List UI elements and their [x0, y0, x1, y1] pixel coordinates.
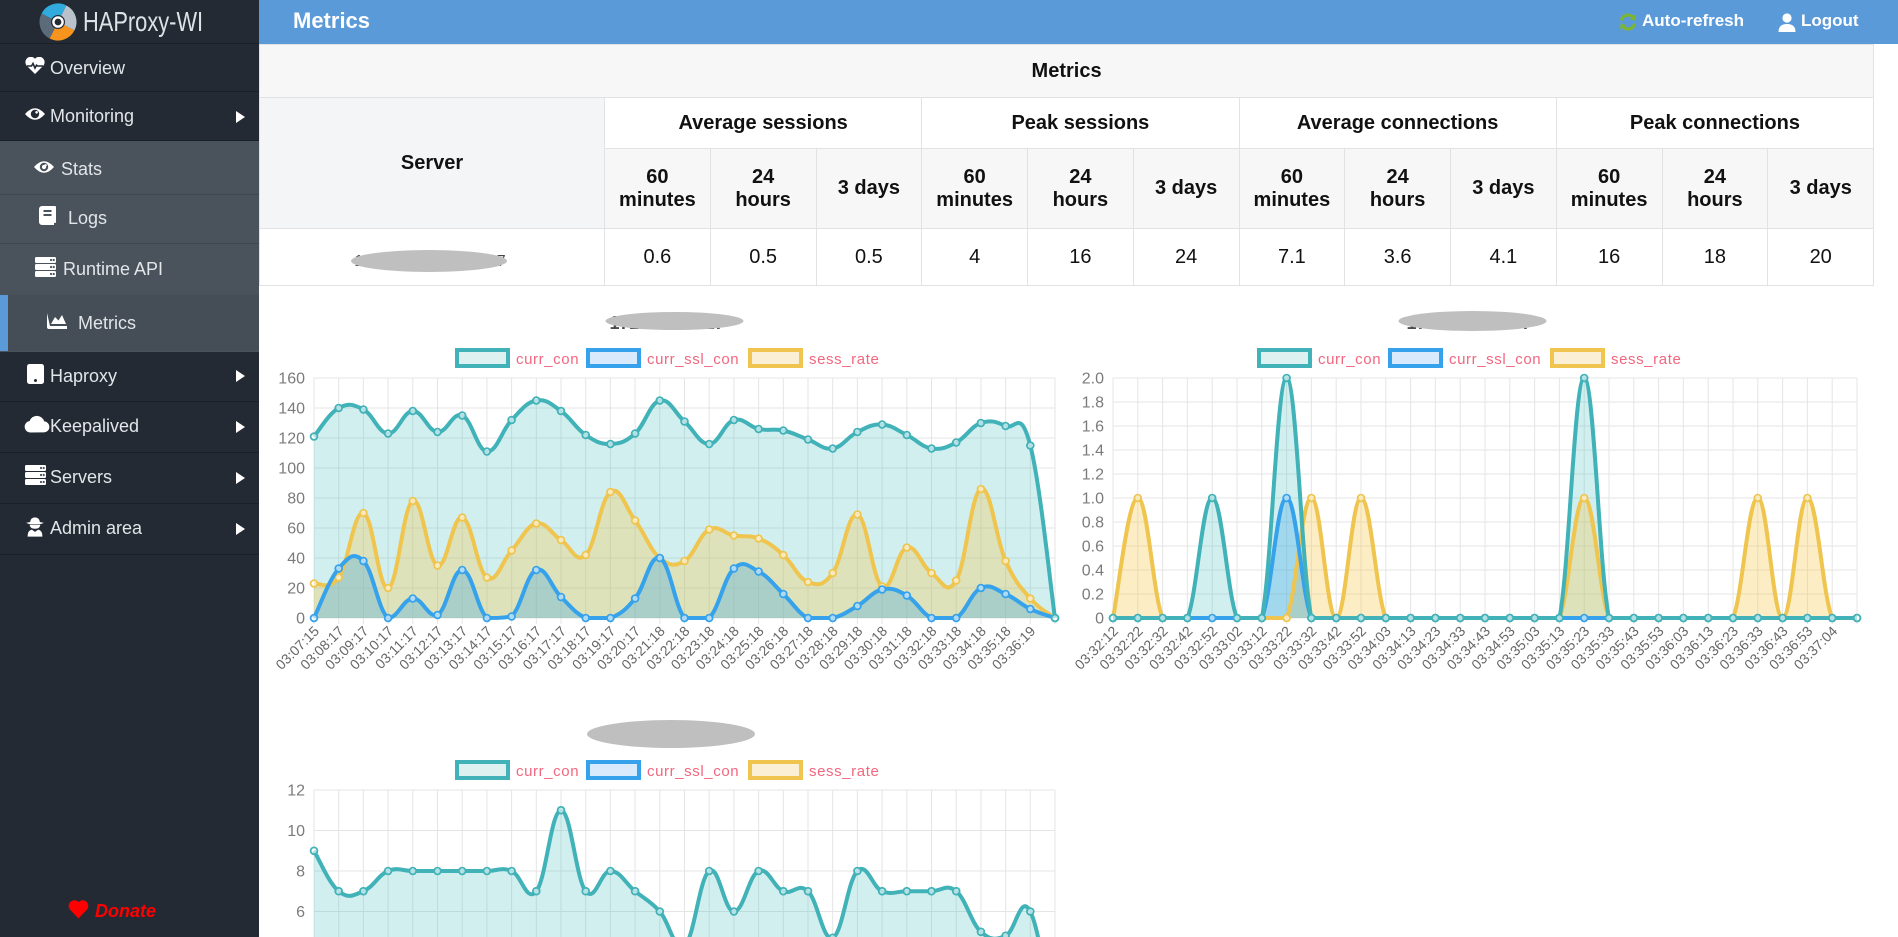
- svg-text:10: 10: [287, 823, 305, 840]
- svg-text:0: 0: [1095, 611, 1104, 628]
- svg-text:140: 140: [278, 401, 305, 418]
- svg-text:curr_con: curr_con: [1318, 351, 1381, 368]
- svg-text:120: 120: [278, 431, 305, 448]
- svg-text:curr_ssl_con: curr_ssl_con: [1449, 351, 1541, 368]
- svg-text:40: 40: [287, 551, 305, 568]
- svg-text:1.4: 1.4: [1082, 443, 1104, 460]
- svg-text:1.0: 1.0: [1082, 491, 1104, 508]
- svg-text:1.8: 1.8: [1082, 395, 1104, 412]
- svg-text:curr_con: curr_con: [516, 763, 579, 780]
- svg-text:2.0: 2.0: [1082, 371, 1104, 388]
- svg-text:160: 160: [278, 371, 305, 388]
- svg-text:0.2: 0.2: [1082, 587, 1104, 604]
- svg-text:80: 80: [287, 491, 305, 508]
- svg-text:8: 8: [296, 864, 305, 881]
- svg-text:100: 100: [278, 461, 305, 478]
- svg-text:20: 20: [287, 581, 305, 598]
- svg-text:0.4: 0.4: [1082, 563, 1104, 580]
- svg-text:1.6: 1.6: [1082, 419, 1104, 436]
- svg-text:12: 12: [287, 783, 305, 800]
- svg-text:1.2: 1.2: [1082, 467, 1104, 484]
- svg-text:0.8: 0.8: [1082, 515, 1104, 532]
- svg-text:6: 6: [296, 904, 305, 921]
- svg-text:0: 0: [296, 611, 305, 628]
- svg-text:curr_ssl_con: curr_ssl_con: [647, 763, 739, 780]
- svg-text:sess_rate: sess_rate: [809, 763, 879, 780]
- svg-text:sess_rate: sess_rate: [1611, 351, 1681, 368]
- svg-text:0.6: 0.6: [1082, 539, 1104, 556]
- svg-text:curr_con: curr_con: [516, 351, 579, 368]
- svg-text:sess_rate: sess_rate: [809, 351, 879, 368]
- svg-text:curr_ssl_con: curr_ssl_con: [647, 351, 739, 368]
- svg-text:60: 60: [287, 521, 305, 538]
